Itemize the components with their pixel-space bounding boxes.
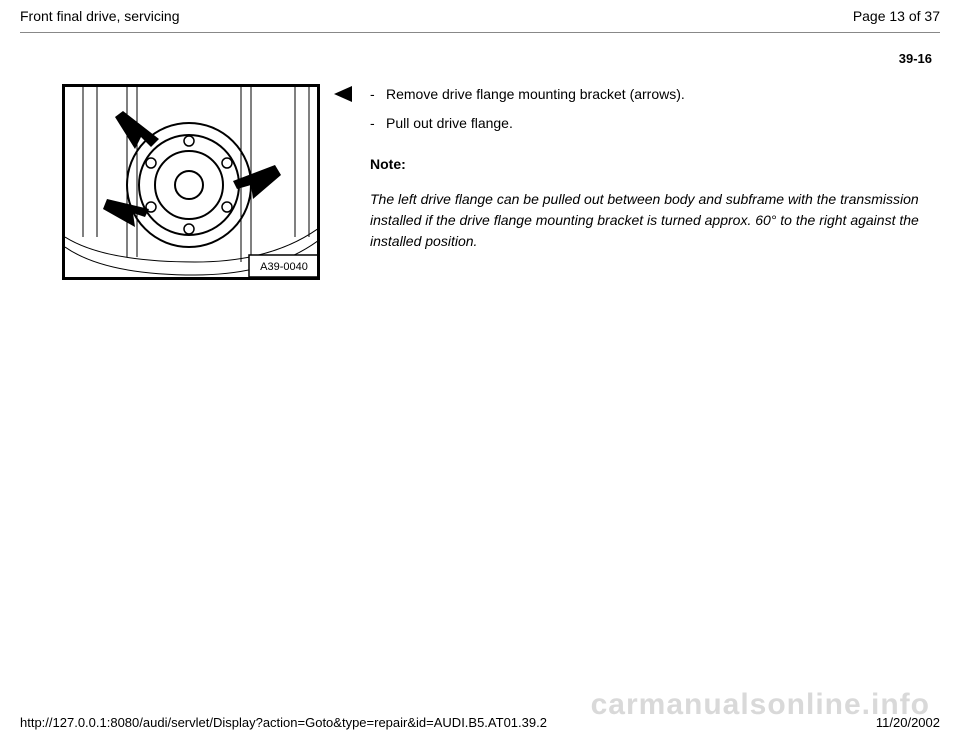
step-marker-icon: [334, 84, 356, 102]
header-title: Front final drive, servicing: [20, 8, 180, 24]
note-heading: Note:: [370, 154, 932, 175]
step-text: Remove drive flange mounting bracket (ar…: [386, 84, 685, 105]
page-header: Front final drive, servicing Page 13 of …: [0, 0, 960, 30]
footer-date: 11/20/2002: [876, 715, 940, 730]
section-number: 39-16: [0, 33, 960, 66]
step-item: - Remove drive flange mounting bracket (…: [370, 84, 932, 105]
note-body: The left drive flange can be pulled out …: [370, 189, 932, 252]
step-item: - Pull out drive flange.: [370, 113, 932, 134]
step-text: Pull out drive flange.: [386, 113, 513, 134]
technical-figure: A39-0040: [62, 84, 320, 280]
footer-url: http://127.0.0.1:8080/audi/servlet/Displ…: [20, 715, 547, 730]
bullet-dash: -: [370, 84, 380, 105]
content-row: A39-0040 - Remove drive flange mounting …: [0, 66, 960, 280]
bullet-dash: -: [370, 113, 380, 134]
figure-label-text: A39-0040: [260, 261, 308, 273]
header-page-label: Page 13 of 37: [853, 8, 940, 24]
instruction-text: - Remove drive flange mounting bracket (…: [370, 84, 932, 252]
